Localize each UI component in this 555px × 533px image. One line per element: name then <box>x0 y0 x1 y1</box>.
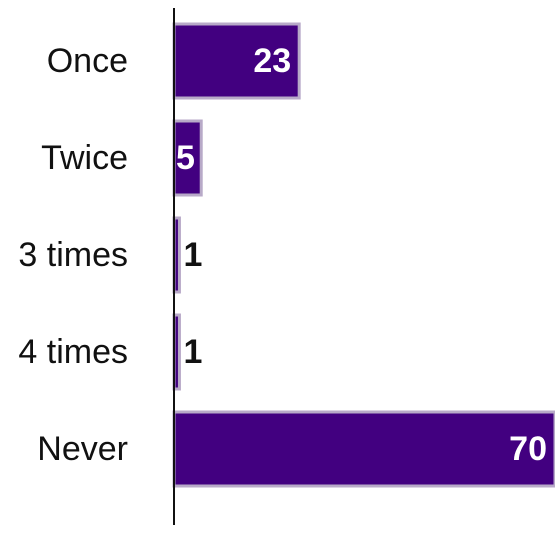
value-label-4: 70 <box>509 430 547 468</box>
bars <box>172 22 555 488</box>
bar-4 <box>172 410 555 488</box>
value-label-2: 1 <box>183 236 202 274</box>
value-label-0: 23 <box>253 42 291 80</box>
category-labels: Once Twice 3 times 4 times Never <box>18 42 128 468</box>
category-label-4: Never <box>37 430 128 468</box>
category-label-3: 4 times <box>18 333 128 371</box>
category-label-1: Twice <box>41 139 128 177</box>
category-label-0: Once <box>47 42 128 80</box>
value-label-3: 1 <box>183 333 202 371</box>
value-label-1: 5 <box>176 139 195 177</box>
bar-1 <box>172 119 203 197</box>
value-labels: 23 5 1 1 70 <box>176 42 547 468</box>
category-label-2: 3 times <box>18 236 128 274</box>
